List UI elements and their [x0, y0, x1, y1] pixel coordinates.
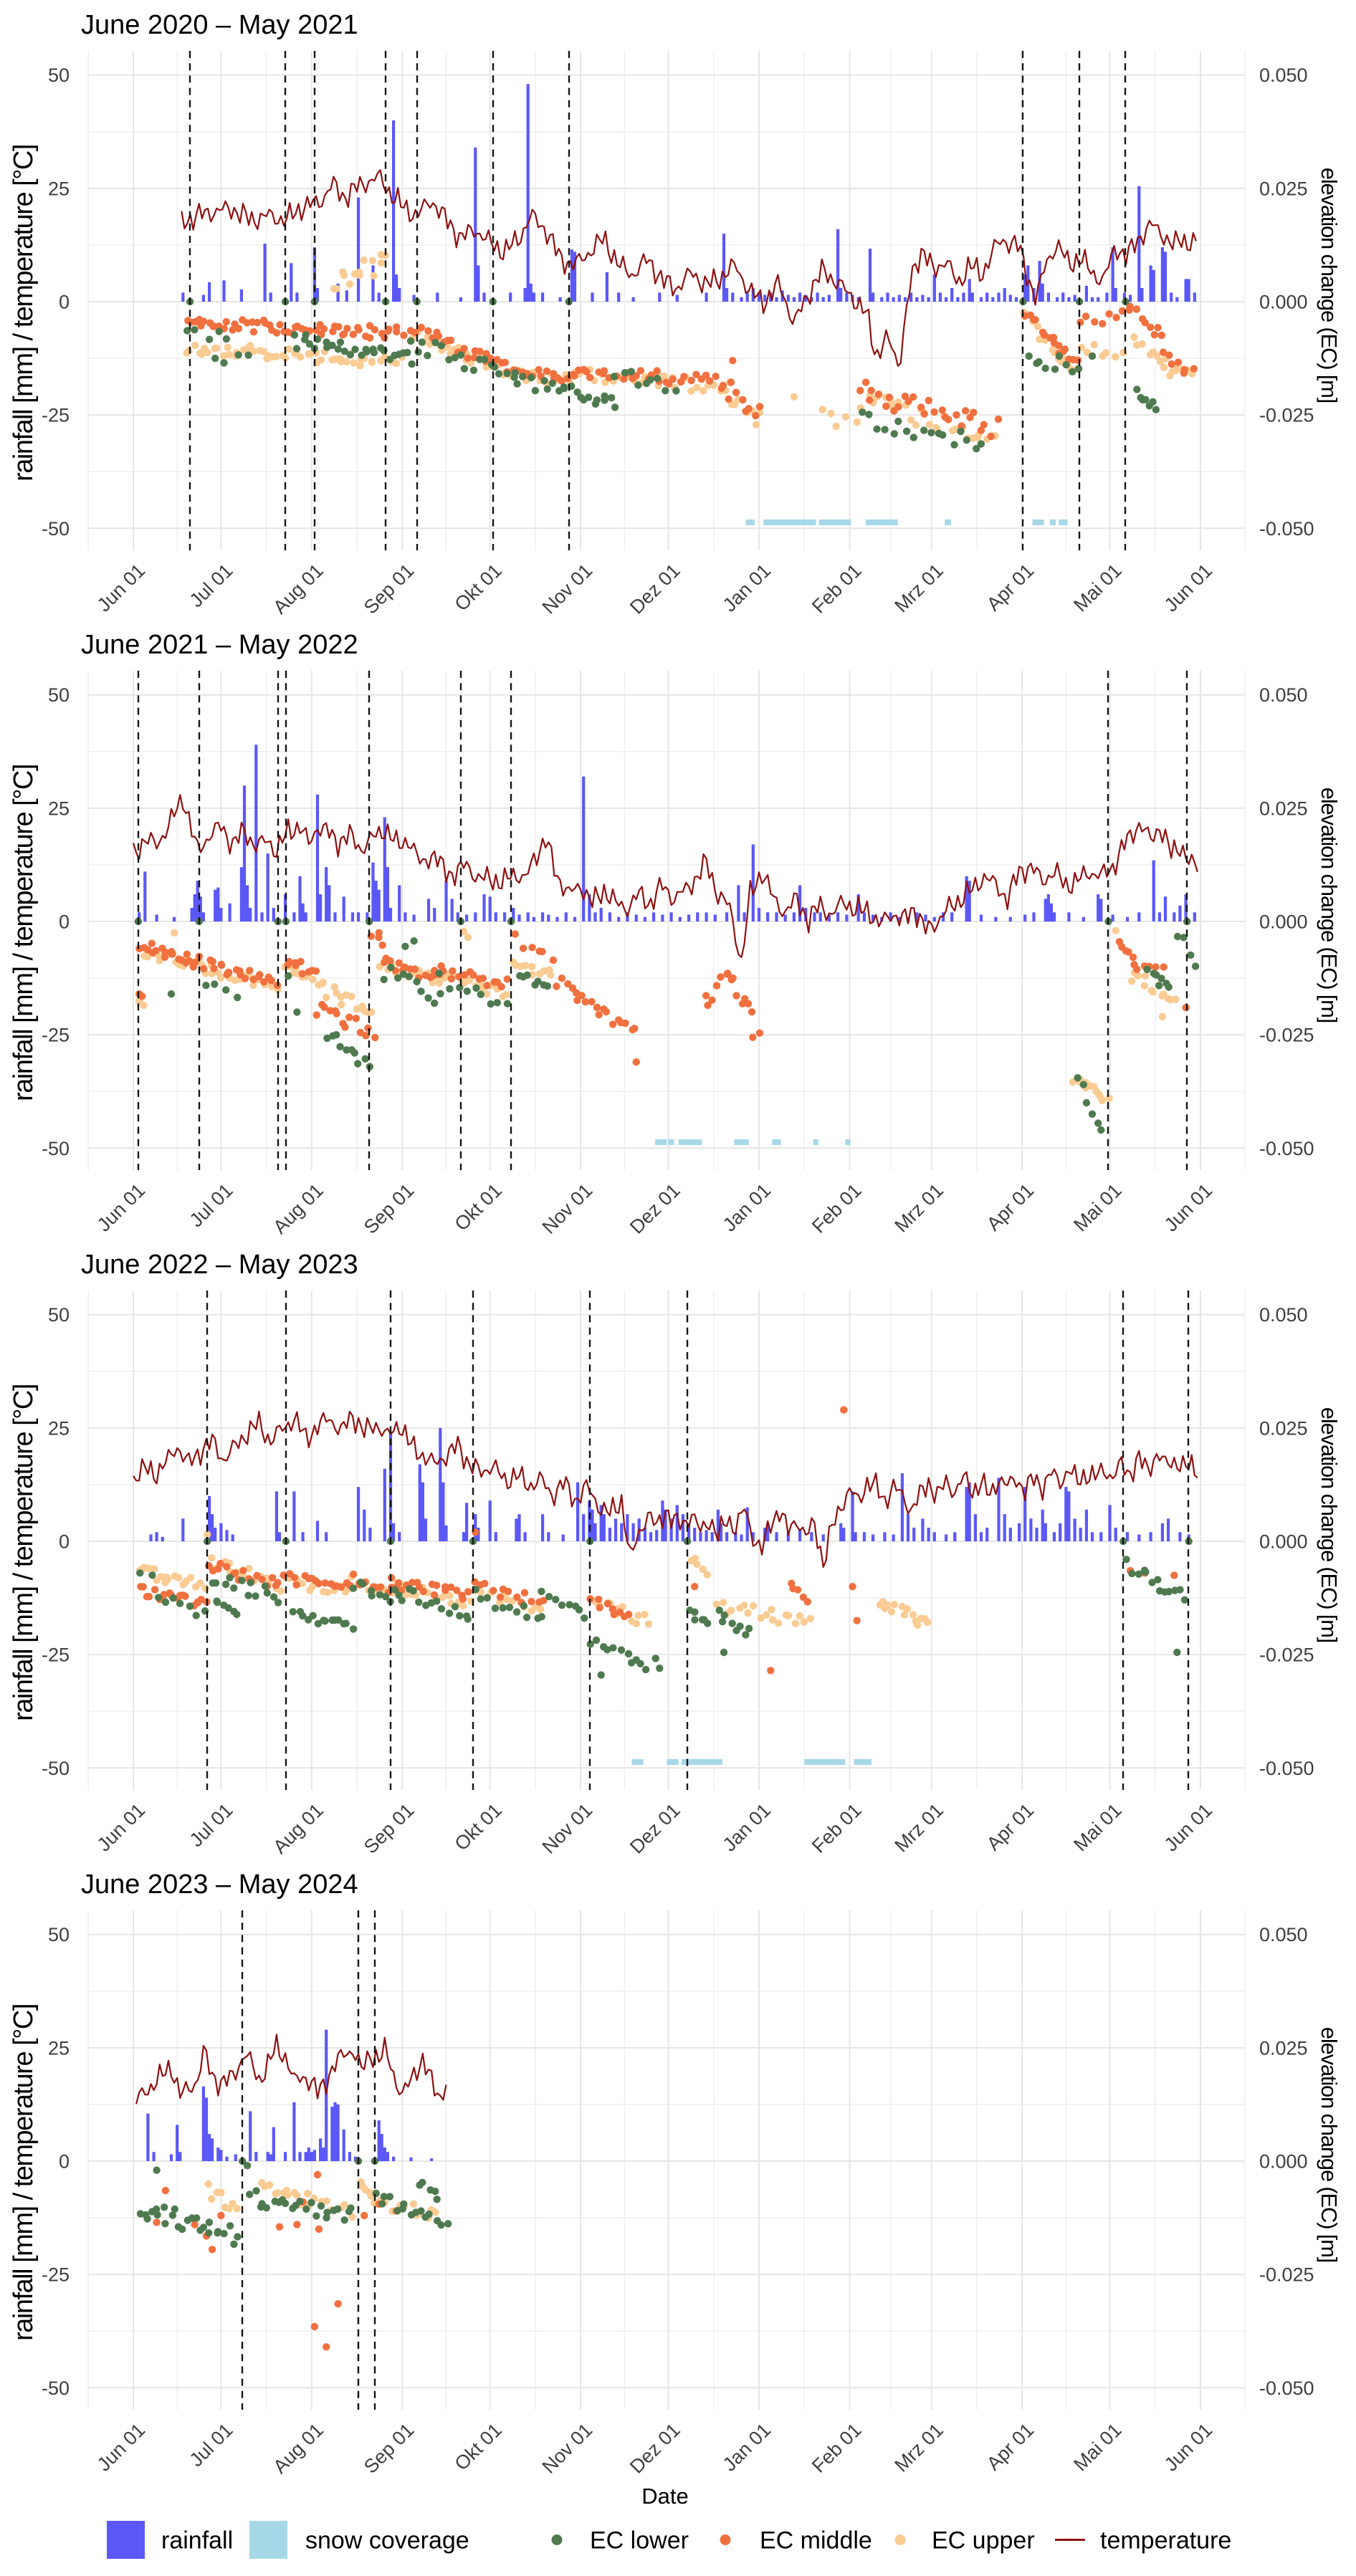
svg-text:-0.050: -0.050: [1259, 518, 1314, 540]
svg-text:-0.050: -0.050: [1259, 1138, 1314, 1159]
svg-text:-0.025: -0.025: [1259, 405, 1314, 426]
svg-text:50: 50: [48, 684, 70, 706]
svg-text:50: 50: [48, 1924, 70, 1945]
svg-text:0: 0: [59, 1531, 70, 1553]
svg-text:June 2020 – May 2021: June 2020 – May 2021: [81, 10, 358, 40]
svg-text:0: 0: [59, 292, 70, 313]
svg-text:June 2023 – May 2024: June 2023 – May 2024: [81, 1869, 358, 1900]
svg-text:elevation change (EC) [m]: elevation change (EC) [m]: [1317, 1407, 1342, 1642]
svg-text:50: 50: [48, 1304, 70, 1326]
svg-text:-25: -25: [42, 2264, 70, 2286]
svg-text:elevation change (EC) [m]: elevation change (EC) [m]: [1317, 787, 1342, 1023]
svg-text:50: 50: [48, 64, 70, 86]
svg-text:-50: -50: [42, 518, 70, 540]
svg-text:snow coverage: snow coverage: [305, 2527, 469, 2555]
svg-text:elevation change (EC) [m]: elevation change (EC) [m]: [1317, 168, 1342, 403]
svg-text:rainfall: rainfall: [161, 2527, 233, 2555]
svg-text:EC lower: EC lower: [590, 2527, 689, 2555]
svg-text:temperature: temperature: [1100, 2527, 1231, 2555]
svg-text:-25: -25: [42, 1644, 70, 1666]
svg-text:-0.025: -0.025: [1259, 1025, 1314, 1046]
svg-text:0: 0: [59, 2151, 70, 2173]
svg-text:0.000: 0.000: [1259, 911, 1308, 933]
svg-text:25: 25: [48, 798, 70, 819]
svg-text:25: 25: [48, 178, 70, 199]
svg-text:0.050: 0.050: [1259, 1924, 1308, 1945]
svg-text:rainfall [mm] / temperature [°: rainfall [mm] / temperature [°C]: [9, 2004, 39, 2341]
svg-text:0.000: 0.000: [1259, 2151, 1308, 2173]
svg-text:0.025: 0.025: [1259, 1417, 1308, 1439]
svg-text:-50: -50: [42, 2378, 70, 2399]
svg-text:0.000: 0.000: [1259, 292, 1308, 313]
svg-text:-0.050: -0.050: [1259, 1758, 1314, 1779]
svg-text:25: 25: [48, 1417, 70, 1439]
svg-text:0.050: 0.050: [1259, 64, 1308, 86]
svg-text:-25: -25: [42, 405, 70, 426]
svg-text:EC middle: EC middle: [760, 2527, 872, 2555]
svg-text:June 2022 – May 2023: June 2022 – May 2023: [81, 1250, 358, 1280]
svg-text:0.025: 0.025: [1259, 2037, 1308, 2059]
svg-text:-50: -50: [42, 1758, 70, 1779]
svg-text:-0.050: -0.050: [1259, 2378, 1314, 2399]
svg-text:June 2021 – May 2022: June 2021 – May 2022: [81, 630, 358, 660]
svg-text:Date: Date: [641, 2484, 688, 2509]
svg-text:0.050: 0.050: [1259, 684, 1308, 706]
svg-text:-0.025: -0.025: [1259, 2264, 1314, 2286]
svg-text:EC upper: EC upper: [932, 2527, 1035, 2555]
svg-text:rainfall [mm] / temperature [°: rainfall [mm] / temperature [°C]: [9, 1384, 39, 1721]
svg-text:0.000: 0.000: [1259, 1531, 1308, 1553]
svg-text:elevation change (EC) [m]: elevation change (EC) [m]: [1317, 2027, 1342, 2262]
svg-text:0.025: 0.025: [1259, 178, 1308, 199]
svg-text:-50: -50: [42, 1138, 70, 1159]
svg-text:0: 0: [59, 911, 70, 933]
svg-text:25: 25: [48, 2037, 70, 2059]
svg-text:-25: -25: [42, 1025, 70, 1046]
svg-text:rainfall [mm] / temperature [°: rainfall [mm] / temperature [°C]: [9, 765, 39, 1101]
svg-text:0.050: 0.050: [1259, 1304, 1308, 1326]
svg-text:0.025: 0.025: [1259, 798, 1308, 819]
svg-text:-0.025: -0.025: [1259, 1644, 1314, 1666]
svg-text:rainfall [mm] / temperature [°: rainfall [mm] / temperature [°C]: [9, 145, 39, 482]
